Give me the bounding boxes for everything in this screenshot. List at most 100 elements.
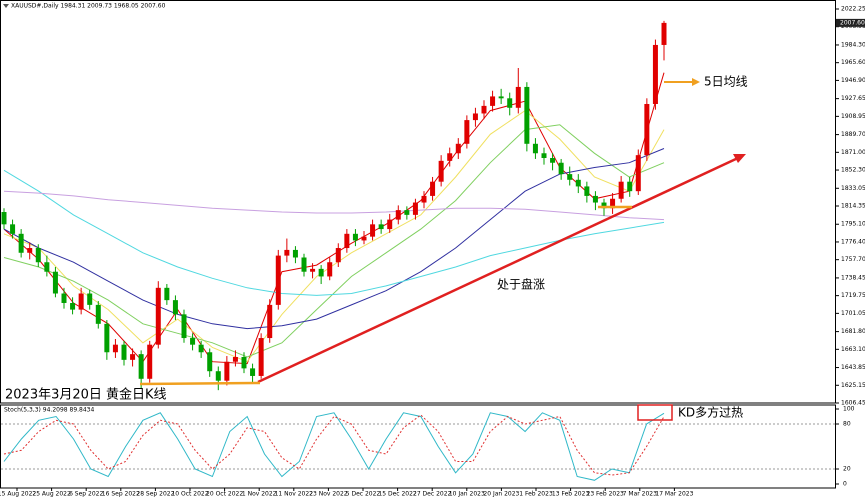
candle-body [95,304,101,324]
x-tick-label: 10 Oct 2022 [171,491,208,498]
marks: 2022.252003.551984.301965.601946.901927.… [0,6,865,498]
main-frame [0,0,836,404]
candle-body [430,181,436,196]
candle-body [652,44,658,104]
x-tick-label: 20 Jan 2023 [483,491,519,498]
candle-body [155,287,161,345]
candle-body [490,96,496,106]
candle-body [164,287,170,301]
candle-body [61,293,67,303]
candle-body [618,181,624,199]
candle-body [644,103,650,156]
candle-body [147,344,153,379]
candle-body [310,268,316,272]
candle-body [550,158,556,163]
y-tick-label: 1776.40 [841,238,865,245]
candle-body [464,120,470,144]
candle-body [412,202,418,215]
y-tick-label: 1814.35 [841,203,865,210]
stoch-line [3,414,665,476]
candle-body [635,155,641,192]
candle-body [567,174,573,180]
moving-average [3,124,665,358]
period-label: 2023年3月20日 黄金日K线 [5,387,167,403]
moving-average [3,148,665,330]
candle-body [455,143,461,154]
x-tick-label: 23 Nov 2022 [309,491,348,498]
candle-body [447,153,453,161]
candle-body [584,186,590,196]
candle-body [395,210,401,220]
candle-body [627,181,633,192]
kd-label: KD多方过热 [678,405,743,420]
candle-body [181,314,187,339]
x-tick-label: 17 Mar 2023 [655,491,693,498]
x-tick-label: 27 Dec 2022 [413,491,452,498]
x-tick-label: 1 Nov 2022 [242,491,277,498]
candle-body [198,344,204,353]
y-tick-label: 1871.00 [841,149,865,156]
candle-body [241,356,247,369]
stoch-line [3,412,665,481]
y-tick-label: 1663.10 [841,346,865,353]
y-tick-label: 80 [843,421,851,428]
candle-body [481,105,487,114]
candle-body [44,262,50,272]
candle-body [592,195,598,203]
candle-body [661,22,667,45]
candle-body [532,143,538,154]
candle-body [327,262,333,277]
moving-average [3,169,665,296]
candle-body [575,179,581,187]
candle-body [87,293,93,305]
candle-body [370,224,376,237]
x-tick-label: 28 Sep 2022 [136,491,174,498]
candle-body [515,86,521,108]
moving-average [3,109,665,363]
candle-body [318,268,324,277]
candle-body [1,212,7,225]
y-tick-label: 1606.45 [841,400,865,407]
candle-body [138,354,144,379]
y-tick-label: 1833.05 [841,185,865,192]
candle-body [378,224,384,230]
candle-body [190,338,196,345]
support-line [139,381,261,386]
y-tick-label: 1757.70 [841,256,865,263]
y-tick-label: 1908.95 [841,113,865,120]
candle-body [438,160,444,182]
x-tick-label: 5 Dec 2022 [346,491,381,498]
trend-label: 处于盘涨 [497,277,545,292]
x-tick-label: 11 Nov 2022 [275,491,314,498]
y-tick-label: 1852.30 [841,167,865,174]
x-tick-label: 20 Oct 2022 [206,491,243,498]
candle-body [18,233,24,253]
candle-body [498,96,504,99]
candle-body [207,352,213,372]
candle-body [112,344,118,353]
stoch-title: Stoch(5,3,3) 94.2098 89.8434 [4,407,95,414]
candle-body [27,248,33,253]
ma-arrowhead [692,78,700,86]
candle-body [421,195,427,203]
x-tick-label: 16 Sep 2022 [102,491,140,498]
candle-body [267,304,273,339]
x-tick-label: 25 Aug 2022 [32,491,71,498]
candle-body [387,219,393,230]
trend-line [257,156,739,384]
candle-body [224,361,230,381]
candle-body [524,86,530,144]
sub-frame [0,404,836,489]
candle-body [361,236,367,241]
y-tick-label: 0 [843,481,847,488]
y-tick-label: 1795.10 [841,221,865,228]
y-tick-label: 1984.30 [841,41,865,48]
x-tick-label: 15 Aug 2022 [0,491,36,498]
last-price-label: 2007.60 [840,19,865,26]
ma-label: 5日均线 [704,75,748,89]
candle-body [104,323,110,353]
symbol-icon [3,4,9,8]
candle-body [601,202,607,209]
candle-body [215,371,221,381]
